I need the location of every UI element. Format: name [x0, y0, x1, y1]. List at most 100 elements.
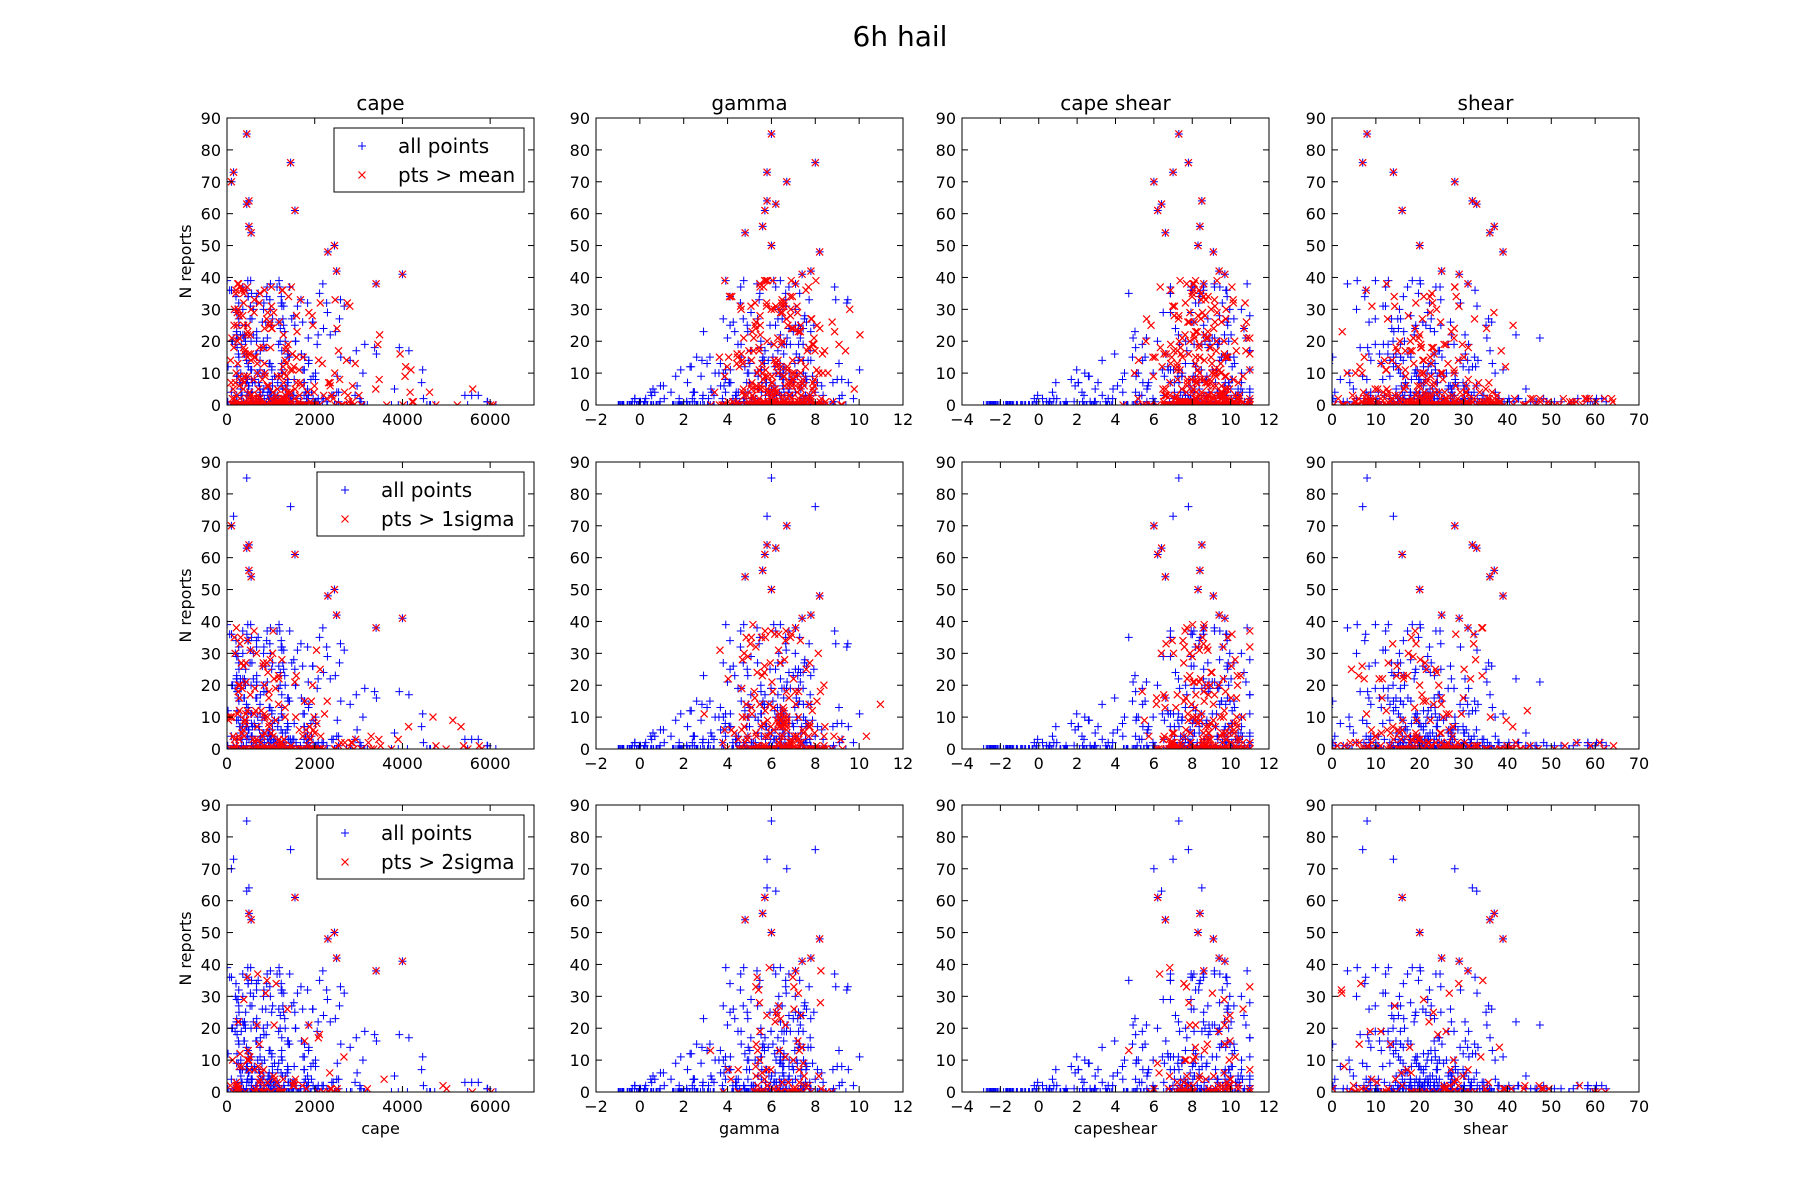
x-marker	[1359, 388, 1368, 397]
x-marker	[1119, 401, 1128, 405]
y-tick-label: 10	[1306, 364, 1326, 383]
x-marker	[740, 722, 749, 731]
x-marker	[1371, 394, 1380, 403]
x-marker	[1157, 200, 1166, 209]
x-marker	[267, 302, 276, 311]
x-marker	[1412, 401, 1421, 405]
x-marker	[1212, 372, 1220, 381]
x-marker	[235, 372, 244, 381]
x-marker	[741, 228, 750, 237]
x-marker	[744, 397, 753, 405]
x-marker	[767, 378, 776, 387]
plus-marker	[1151, 397, 1160, 405]
plus-marker	[614, 745, 623, 749]
plus-marker	[636, 397, 645, 405]
x-marker	[486, 401, 495, 405]
x-marker	[749, 334, 758, 342]
x-marker	[246, 330, 255, 339]
plus-marker	[1173, 716, 1182, 725]
plus-marker	[709, 745, 718, 749]
plus-marker	[318, 279, 327, 288]
plus-marker	[1473, 302, 1482, 311]
plus-marker	[833, 719, 842, 728]
plus-marker	[700, 745, 709, 749]
plus-marker	[736, 642, 745, 651]
plus-marker	[1067, 375, 1076, 384]
x-tick-label: 12	[1259, 410, 1279, 429]
plus-marker	[1024, 401, 1033, 405]
plus-marker	[619, 745, 628, 749]
x-marker	[1450, 283, 1459, 291]
x-marker	[376, 741, 385, 749]
plus-marker	[1020, 401, 1029, 405]
plus-marker	[1049, 394, 1058, 403]
plus-marker	[284, 722, 293, 731]
x-marker	[269, 388, 277, 397]
x-marker	[1212, 337, 1221, 346]
x-marker	[1501, 362, 1510, 371]
plus-marker	[300, 709, 309, 718]
x-marker	[281, 713, 290, 722]
plus-marker	[767, 684, 776, 693]
x-marker	[769, 703, 778, 712]
plus-marker	[646, 388, 655, 397]
x-marker	[1222, 305, 1231, 314]
plus-marker	[627, 401, 636, 405]
x-marker	[738, 713, 747, 722]
plus-marker	[674, 745, 683, 749]
plus-marker	[679, 401, 688, 405]
plus-marker	[1389, 327, 1398, 336]
plus-marker	[246, 276, 255, 285]
x-marker	[251, 401, 259, 405]
y-tick-label: 50	[201, 581, 221, 600]
x-marker	[747, 633, 756, 642]
plus-marker	[422, 401, 431, 405]
plus-marker	[793, 671, 802, 680]
plus-marker	[1089, 401, 1098, 405]
y-tick-label: 20	[201, 332, 221, 351]
plus-marker	[1371, 314, 1380, 323]
x-marker	[1202, 401, 1211, 405]
x-marker	[710, 388, 719, 397]
x-marker	[1190, 279, 1198, 288]
plus-marker	[1365, 318, 1374, 327]
x-marker	[774, 630, 783, 639]
x-marker	[306, 735, 315, 744]
x-marker	[1371, 385, 1380, 393]
x-marker	[1380, 394, 1389, 403]
plus-marker	[256, 700, 265, 709]
x-marker	[753, 745, 761, 749]
x-marker	[394, 735, 403, 744]
x-marker	[323, 248, 332, 256]
x-marker	[233, 321, 242, 330]
plus-marker	[618, 401, 627, 405]
x-marker	[862, 732, 871, 741]
plus-marker	[1237, 305, 1246, 314]
x-marker	[1500, 401, 1509, 405]
x-tick-label: 0	[1034, 410, 1044, 429]
plus-marker	[660, 738, 669, 747]
x-marker	[1173, 362, 1182, 371]
plus-marker	[1077, 388, 1086, 397]
plus-marker	[1008, 745, 1016, 749]
x-marker	[1169, 346, 1178, 355]
x-marker	[1225, 385, 1234, 393]
plus-marker	[616, 745, 625, 749]
x-marker	[1197, 401, 1205, 405]
x-marker	[316, 299, 325, 307]
plus-marker	[627, 745, 636, 749]
plus-marker	[268, 658, 277, 667]
x-marker	[785, 694, 793, 702]
x-marker	[1363, 130, 1372, 138]
x-marker	[323, 394, 331, 403]
x-marker	[260, 359, 269, 368]
plus-marker	[372, 349, 381, 358]
plus-marker	[1220, 745, 1229, 749]
plus-marker	[625, 745, 634, 749]
x-marker	[1222, 372, 1230, 381]
x-marker	[1450, 369, 1459, 378]
plus-marker	[298, 662, 307, 671]
plus-marker	[1062, 745, 1071, 749]
plus-marker	[1488, 359, 1497, 368]
x-marker	[250, 295, 259, 304]
